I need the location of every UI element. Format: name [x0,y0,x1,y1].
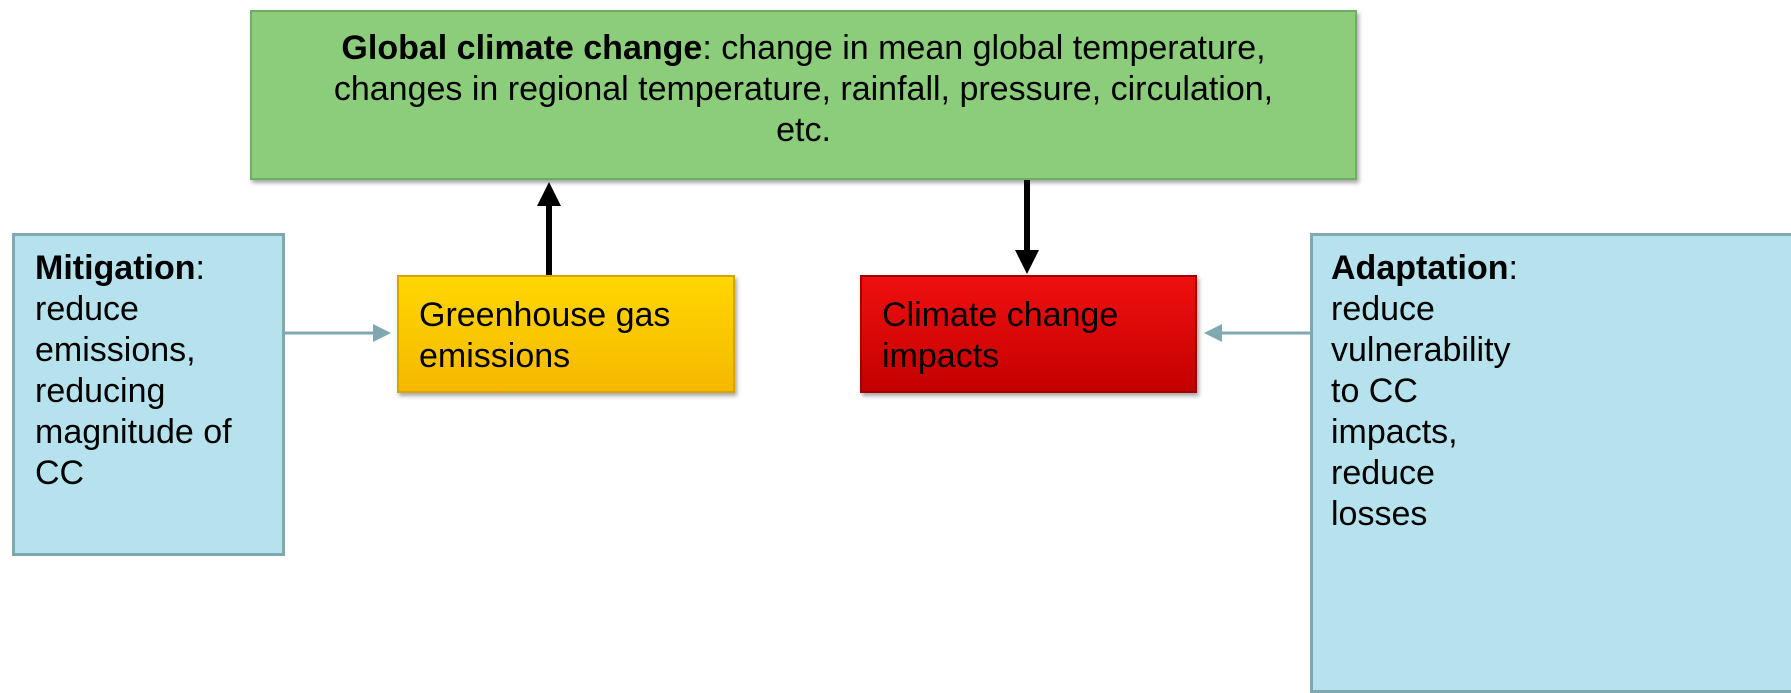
description: : reduce vulnerability to CC impacts, re… [1331,249,1518,533]
description: : change in mean global temperature, cha… [333,29,1274,149]
term: Mitigation [35,249,196,287]
emissions-box: Greenhouse gas emissions [397,275,735,393]
label: Climate change impacts [882,296,1119,375]
description: : reduce emissions, reducing magnitude o… [35,249,232,492]
term: Global climate change [341,29,703,67]
global-box: Global climate change: change in mean gl… [250,10,1357,180]
label: Greenhouse gas emissions [419,296,671,375]
impacts-box: Climate change impacts [860,275,1197,393]
term: Adaptation [1331,249,1509,287]
content: Adaptation: reduce vulnerability to CC i… [1331,248,1518,535]
adaptation-box: Adaptation: reduce vulnerability to CC i… [1310,233,1791,693]
mitigation-box: Mitigation: reduce emissions, reducing m… [12,233,285,556]
